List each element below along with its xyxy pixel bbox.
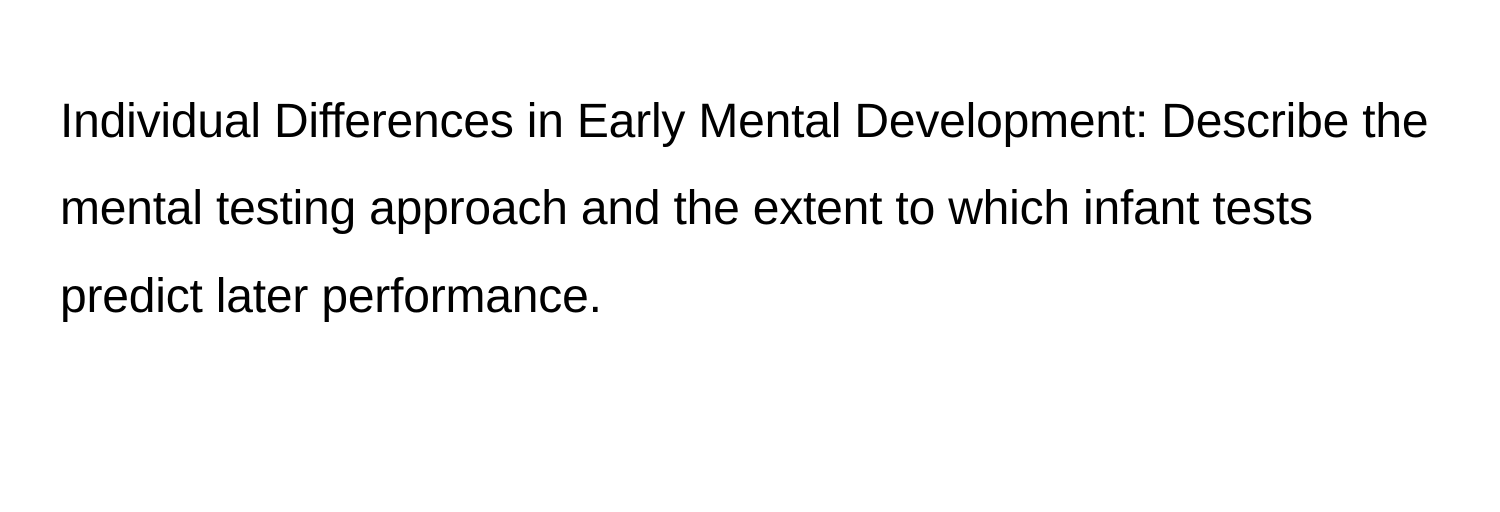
body-paragraph: Individual Differences in Early Mental D… xyxy=(60,78,1440,340)
document-container: Individual Differences in Early Mental D… xyxy=(0,0,1500,512)
